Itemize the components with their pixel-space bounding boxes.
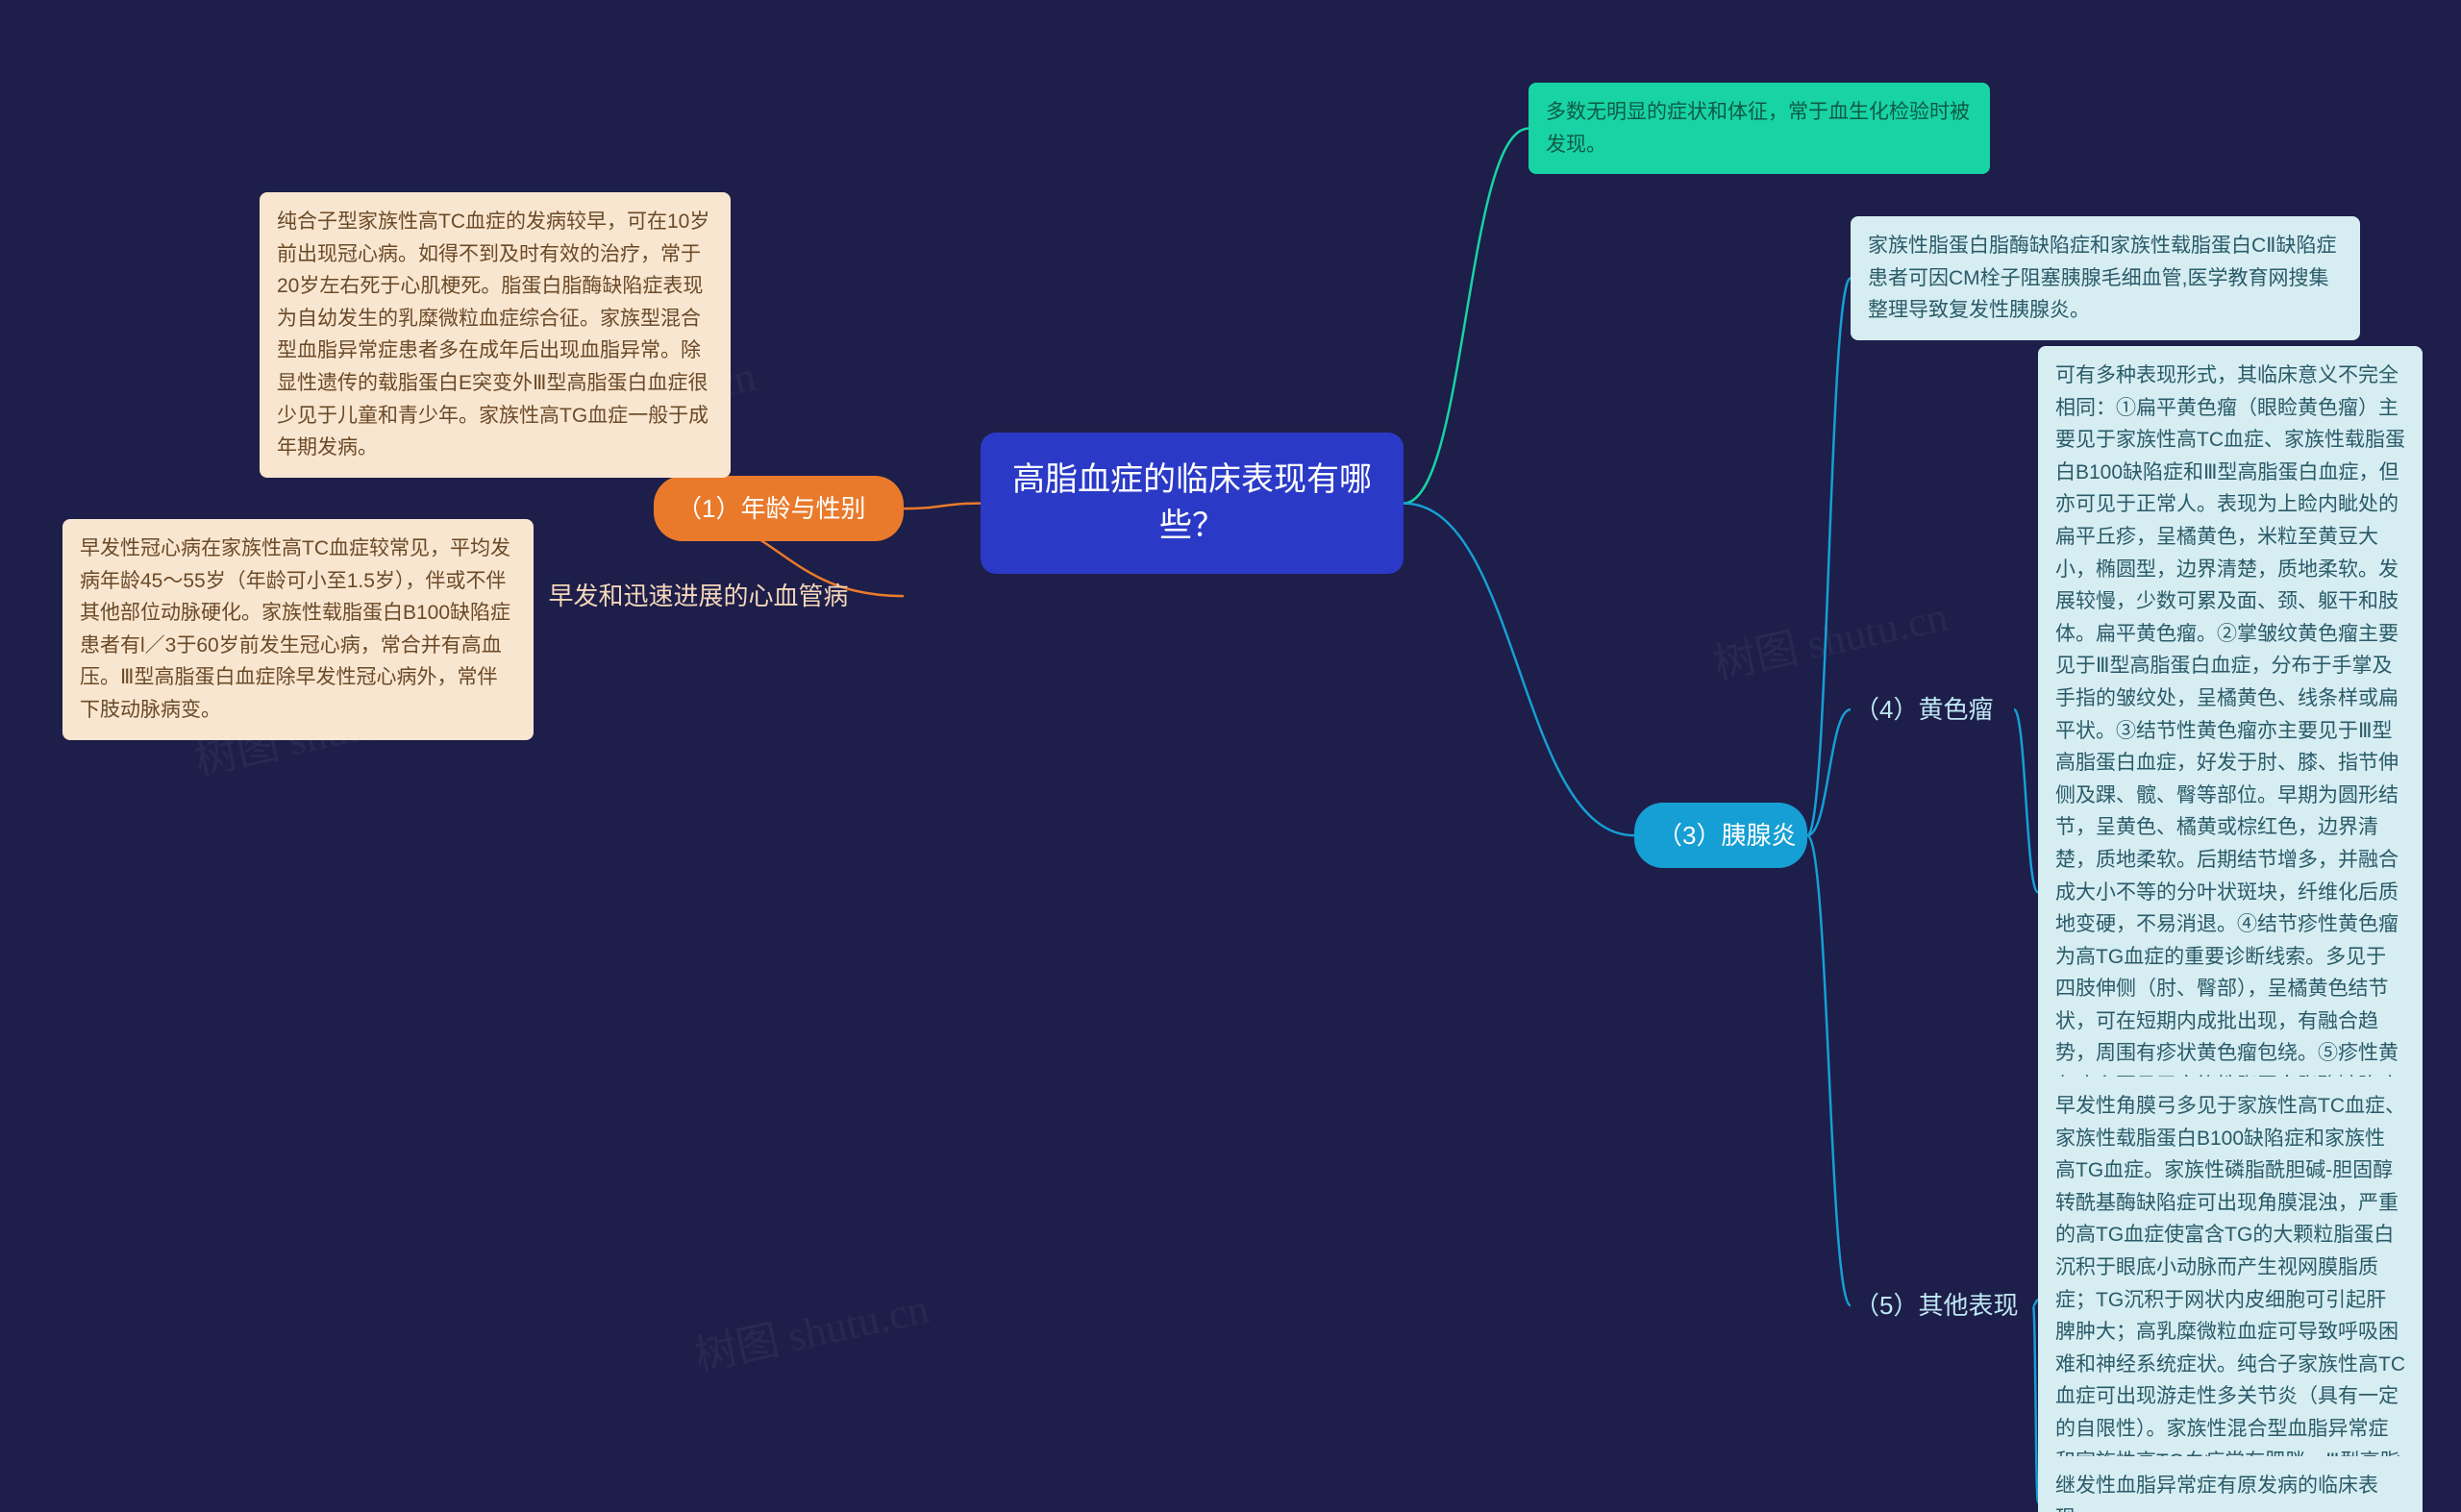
watermark: 树图 shutu.cn <box>688 1274 933 1383</box>
watermark: 树图 shutu.cn <box>1707 582 1952 691</box>
connector <box>1807 835 1851 1305</box>
branch-cardio[interactable]: （2）早发和迅速进展的心血管病 <box>481 569 904 623</box>
branch-pancreatitis[interactable]: （3）胰腺炎 <box>1634 803 1807 868</box>
leaf-other-detail-a: 早发性角膜弓多见于家族性高TC血症、家族性载脂蛋白B100缺陷症和家族性高TG血… <box>2038 1077 2423 1512</box>
branch-other[interactable]: （5）其他表现 <box>1851 1278 2033 1332</box>
branch-age-sex[interactable]: （1）年龄与性别 <box>654 476 904 541</box>
branch-xanthoma[interactable]: （4）黄色瘤 <box>1851 682 2014 736</box>
branch-intro[interactable]: 多数无明显的症状和体征，常于血生化检验时被发现。 <box>1529 83 1990 174</box>
connector <box>2014 709 2038 892</box>
leaf-pancreatitis-detail: 家族性脂蛋白脂酶缺陷症和家族性载脂蛋白CⅡ缺陷症患者可因CM栓子阻塞胰腺毛细血管… <box>1851 216 2360 340</box>
connector <box>1404 504 1634 836</box>
connector <box>1807 709 1851 835</box>
leaf-cardio-detail: 早发性冠心病在家族性高TC血症较常见，平均发病年龄45～55岁（年龄可小至1.5… <box>62 519 534 740</box>
center-node[interactable]: 高脂血症的临床表现有哪些？ <box>981 433 1404 574</box>
connector <box>1807 278 1851 835</box>
leaf-other-detail-b: 继发性血脂异常症有原发病的临床表现。 <box>2038 1456 2423 1512</box>
connector <box>904 504 981 509</box>
leaf-age-sex-detail: 纯合子型家族性高TC血症的发病较早，可在10岁前出现冠心病。如得不到及时有效的治… <box>260 192 731 478</box>
connector <box>1404 129 1529 504</box>
